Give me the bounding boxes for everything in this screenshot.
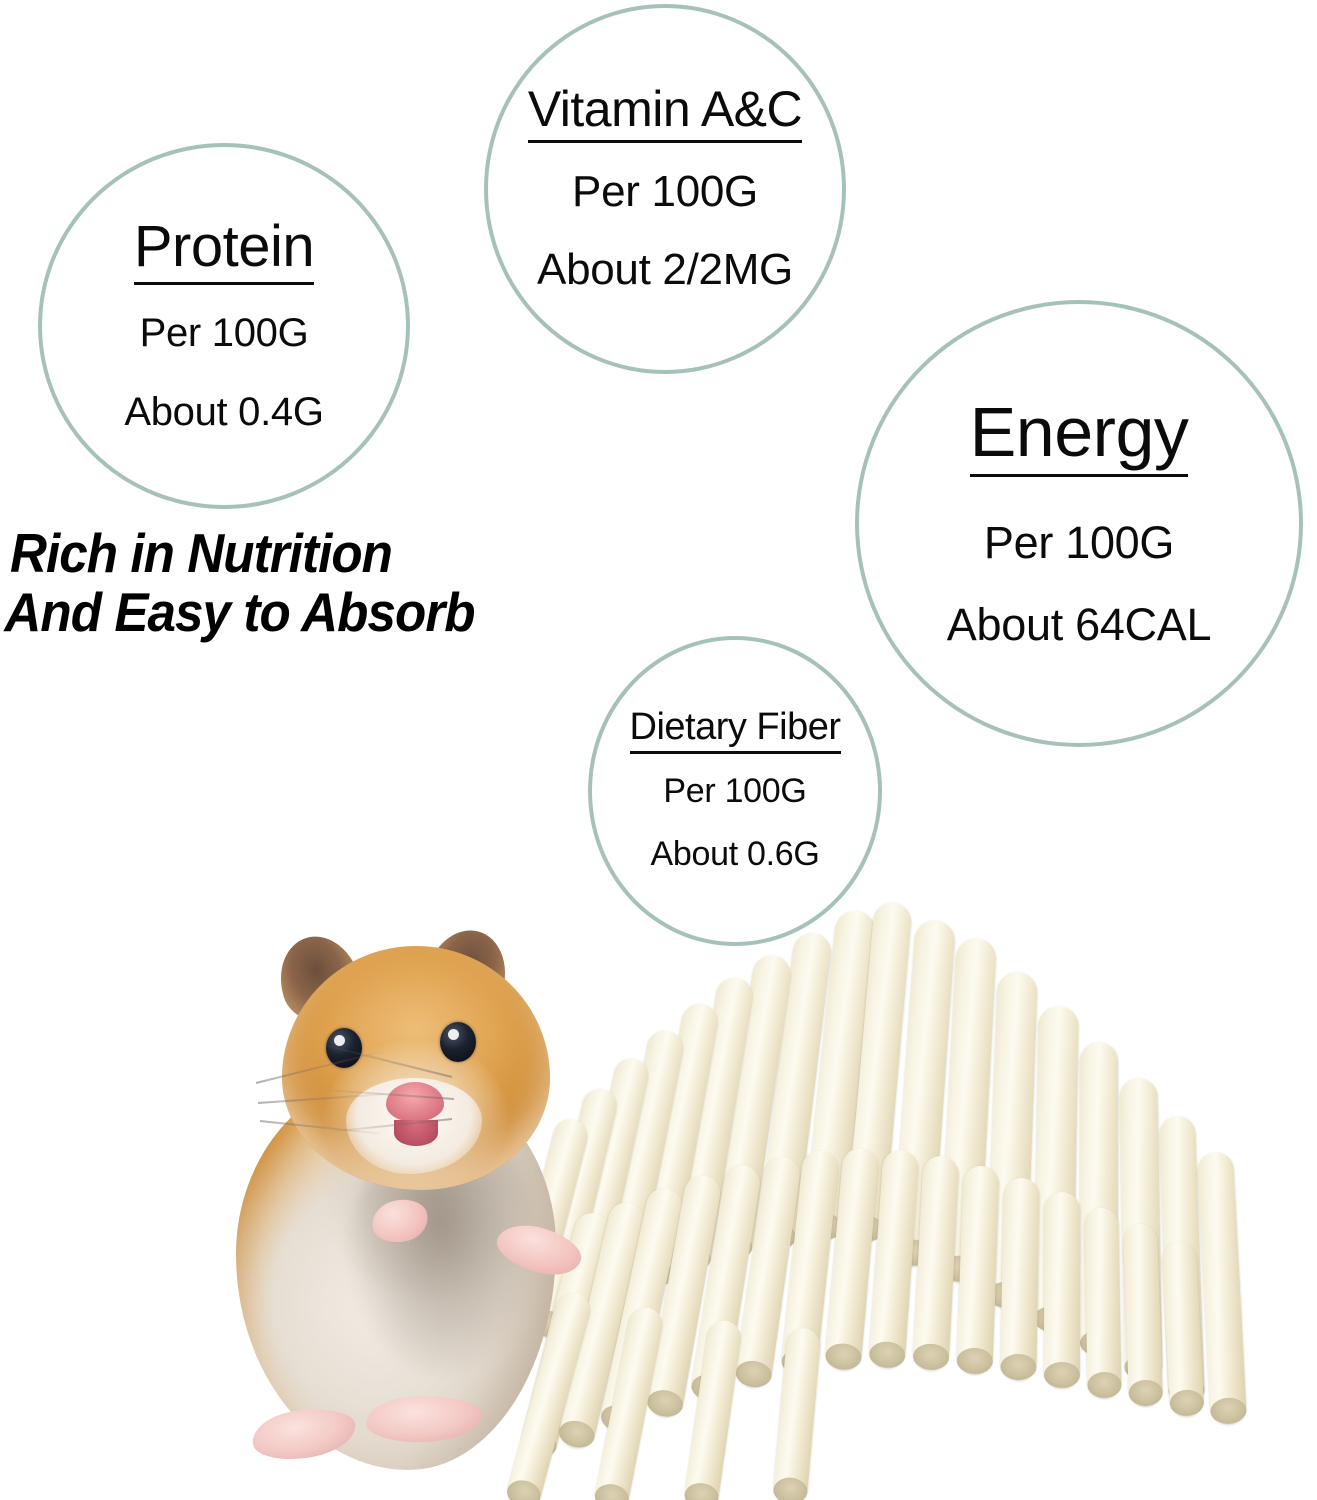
bubble-amount-energy: About 64CAL: [946, 598, 1212, 650]
bamboo-chew-stick-pile: [498, 900, 1310, 1500]
chew-stick: [772, 1326, 822, 1500]
nutrition-bubble-protein: Protein Per 100G About 0.4G: [38, 143, 410, 509]
bubble-amount-protein: About 0.4G: [124, 389, 324, 434]
bubble-serving-protein: Per 100G: [139, 310, 309, 355]
bubble-serving-dietary-fiber: Per 100G: [663, 772, 807, 811]
hamster-nose: [386, 1082, 444, 1122]
bubble-title-energy: Energy: [969, 396, 1189, 477]
chew-stick: [1084, 1207, 1122, 1399]
headline: Rich in Nutrition And Easy to Absorb: [4, 522, 642, 643]
bubble-title-protein: Protein: [133, 216, 315, 285]
chew-stick: [956, 1165, 1000, 1375]
product-photo: [0, 900, 1317, 1500]
chew-stick: [1000, 1177, 1040, 1381]
bubble-serving-energy: Per 100G: [983, 516, 1175, 568]
headline-line-1: Rich in Nutrition: [10, 522, 393, 584]
nutrition-bubble-vitamin: Vitamin A&C Per 100G About 2/2MG: [484, 4, 846, 374]
hamster: [196, 910, 656, 1490]
bubble-amount-vitamin: About 2/2MG: [537, 244, 793, 294]
bubble-serving-vitamin: Per 100G: [572, 166, 758, 216]
hamster-eye-right: [440, 1022, 476, 1062]
bubble-amount-dietary-fiber: About 0.6G: [650, 835, 820, 874]
chew-stick: [1196, 1151, 1248, 1425]
bubble-title-vitamin: Vitamin A&C: [527, 83, 803, 143]
bubble-title-dietary-fiber: Dietary Fiber: [629, 707, 841, 755]
chew-stick: [1044, 1192, 1080, 1388]
nutrition-bubble-dietary-fiber: Dietary Fiber Per 100G About 0.6G: [588, 636, 882, 946]
chew-stick: [1122, 1223, 1164, 1407]
nutrition-bubble-energy: Energy Per 100G About 64CAL: [855, 300, 1303, 747]
hamster-hind-foot-left: [249, 1402, 359, 1466]
headline-line-2: And Easy to Absorb: [4, 581, 475, 644]
